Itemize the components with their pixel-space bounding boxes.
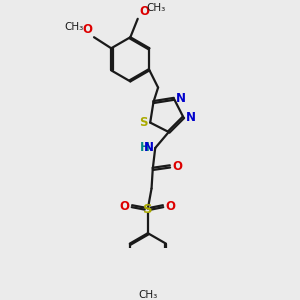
Text: O: O <box>172 160 182 173</box>
Text: N: N <box>176 92 186 105</box>
Text: O: O <box>119 200 129 213</box>
Text: O: O <box>166 200 176 213</box>
Text: H: H <box>140 141 150 154</box>
Text: N: N <box>144 141 154 154</box>
Text: S: S <box>143 202 153 216</box>
Text: O: O <box>139 4 149 18</box>
Text: CH₃: CH₃ <box>64 22 84 32</box>
Text: O: O <box>83 23 93 36</box>
Text: CH₃: CH₃ <box>138 290 158 300</box>
Text: S: S <box>139 116 147 129</box>
Text: N: N <box>185 111 195 124</box>
Text: CH₃: CH₃ <box>146 3 166 14</box>
